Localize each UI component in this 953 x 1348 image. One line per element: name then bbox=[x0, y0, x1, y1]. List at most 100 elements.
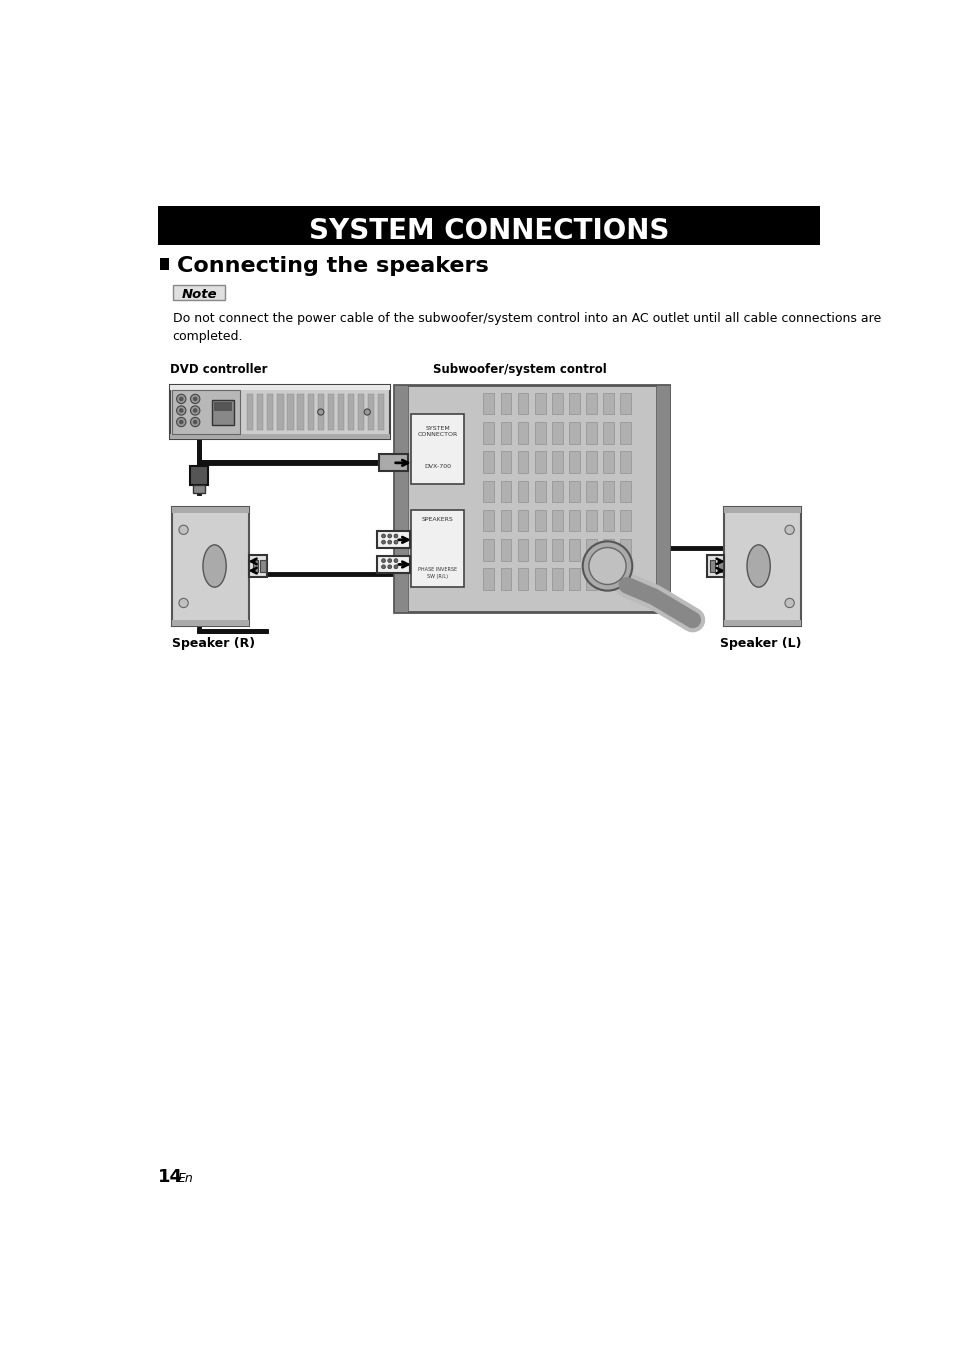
Text: Speaker (L): Speaker (L) bbox=[719, 636, 801, 650]
Bar bbox=[568, 392, 579, 414]
Bar bbox=[568, 480, 579, 501]
Bar bbox=[585, 569, 596, 590]
Circle shape bbox=[394, 558, 397, 562]
Bar bbox=[247, 395, 253, 430]
Bar bbox=[500, 539, 511, 561]
Bar bbox=[602, 510, 613, 531]
Text: Note: Note bbox=[181, 287, 216, 301]
Bar bbox=[500, 510, 511, 531]
Bar bbox=[534, 480, 545, 501]
Bar bbox=[619, 510, 630, 531]
Bar bbox=[585, 452, 596, 473]
Circle shape bbox=[381, 534, 385, 538]
Bar bbox=[328, 395, 334, 430]
Bar bbox=[602, 422, 613, 443]
Bar bbox=[517, 510, 528, 531]
Bar bbox=[723, 507, 801, 512]
Ellipse shape bbox=[746, 545, 769, 588]
Bar bbox=[602, 569, 613, 590]
Bar bbox=[172, 507, 249, 625]
Bar bbox=[348, 395, 354, 430]
Circle shape bbox=[387, 558, 392, 562]
Bar bbox=[723, 507, 801, 625]
Bar bbox=[500, 422, 511, 443]
Bar bbox=[411, 510, 464, 586]
Circle shape bbox=[381, 541, 385, 545]
Bar bbox=[619, 569, 630, 590]
Bar bbox=[534, 569, 545, 590]
Bar bbox=[619, 480, 630, 501]
Bar bbox=[534, 539, 545, 561]
Circle shape bbox=[784, 526, 794, 534]
Bar bbox=[551, 480, 562, 501]
Bar bbox=[267, 395, 274, 430]
Bar bbox=[602, 480, 613, 501]
Bar bbox=[394, 386, 669, 612]
Text: En: En bbox=[178, 1171, 193, 1185]
Circle shape bbox=[394, 534, 397, 538]
Bar bbox=[193, 485, 205, 493]
Bar bbox=[517, 539, 528, 561]
Circle shape bbox=[176, 395, 186, 403]
Bar bbox=[500, 480, 511, 501]
Circle shape bbox=[191, 418, 199, 426]
Bar bbox=[500, 392, 511, 414]
Circle shape bbox=[191, 406, 199, 415]
Circle shape bbox=[387, 534, 392, 538]
Bar bbox=[709, 559, 715, 572]
Bar bbox=[602, 539, 613, 561]
Bar bbox=[172, 390, 240, 434]
Circle shape bbox=[193, 396, 197, 402]
Circle shape bbox=[381, 565, 385, 569]
Bar bbox=[619, 452, 630, 473]
Bar bbox=[551, 510, 562, 531]
Bar bbox=[483, 569, 494, 590]
Bar bbox=[483, 452, 494, 473]
Bar bbox=[568, 569, 579, 590]
Circle shape bbox=[179, 526, 188, 534]
Circle shape bbox=[179, 396, 183, 402]
Circle shape bbox=[176, 418, 186, 426]
Bar bbox=[483, 539, 494, 561]
Bar bbox=[172, 507, 249, 512]
Bar bbox=[377, 531, 410, 549]
Bar bbox=[551, 452, 562, 473]
Ellipse shape bbox=[203, 545, 226, 588]
Bar bbox=[568, 422, 579, 443]
Bar bbox=[551, 569, 562, 590]
Bar bbox=[377, 555, 410, 573]
Circle shape bbox=[387, 541, 392, 545]
Bar bbox=[317, 395, 323, 430]
Bar bbox=[568, 539, 579, 561]
Text: PHASE INVERSE
SW (R/L): PHASE INVERSE SW (R/L) bbox=[417, 568, 456, 578]
Text: Subwoofer/system control: Subwoofer/system control bbox=[433, 363, 606, 376]
Bar bbox=[585, 539, 596, 561]
Circle shape bbox=[582, 542, 632, 590]
Bar bbox=[568, 452, 579, 473]
Bar bbox=[517, 569, 528, 590]
Bar bbox=[377, 395, 384, 430]
Bar bbox=[307, 395, 314, 430]
Bar bbox=[655, 386, 669, 612]
Bar bbox=[172, 284, 225, 301]
Bar bbox=[500, 452, 511, 473]
Text: Speaker (R): Speaker (R) bbox=[172, 636, 254, 650]
Bar bbox=[602, 452, 613, 473]
Bar bbox=[257, 395, 263, 430]
Bar bbox=[500, 569, 511, 590]
Bar bbox=[394, 386, 408, 612]
Circle shape bbox=[179, 599, 188, 608]
Bar bbox=[411, 414, 464, 484]
Circle shape bbox=[394, 541, 397, 545]
Text: DVD controller: DVD controller bbox=[170, 363, 267, 376]
Circle shape bbox=[394, 565, 397, 569]
Bar bbox=[337, 395, 344, 430]
Text: Connecting the speakers: Connecting the speakers bbox=[177, 256, 489, 276]
Bar bbox=[170, 386, 390, 439]
Bar bbox=[585, 422, 596, 443]
Bar bbox=[483, 422, 494, 443]
Circle shape bbox=[784, 599, 794, 608]
Circle shape bbox=[193, 408, 197, 412]
Bar bbox=[368, 395, 374, 430]
Bar bbox=[483, 392, 494, 414]
